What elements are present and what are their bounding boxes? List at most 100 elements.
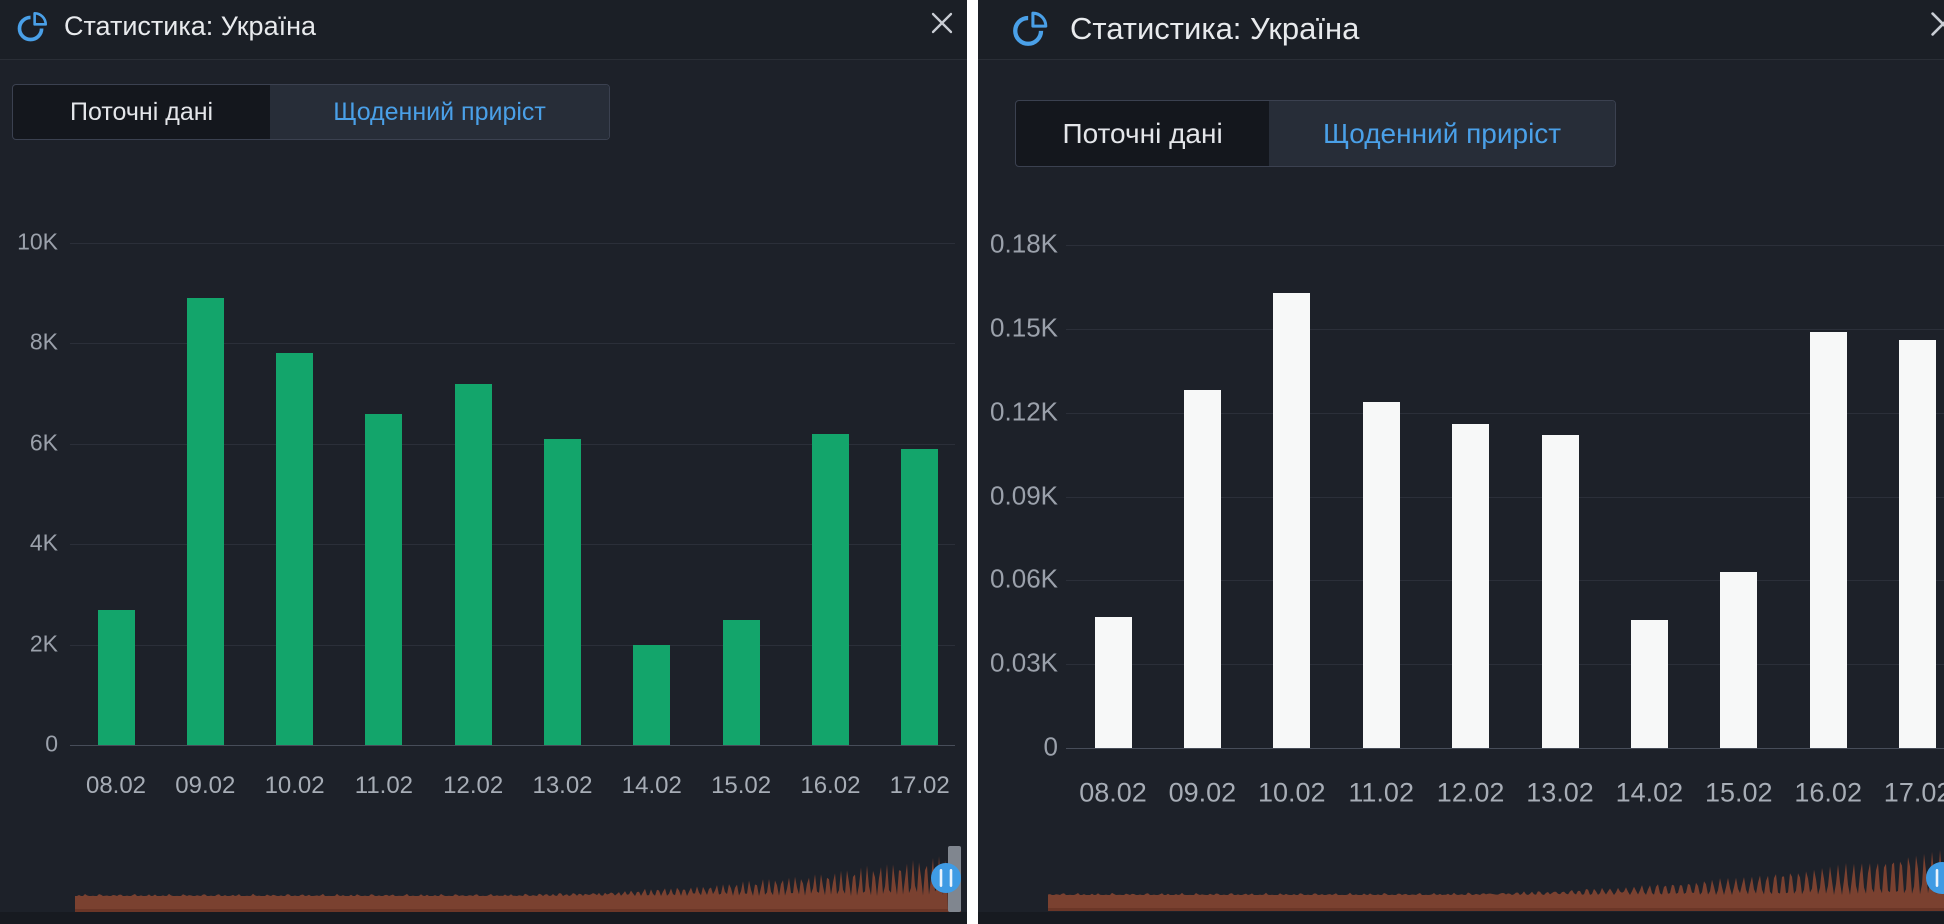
bar[interactable]: [1362, 401, 1400, 748]
x-axis-label: 08.02: [85, 772, 147, 799]
gridline: [1066, 664, 1944, 666]
y-axis-label: 0.15K: [990, 312, 1058, 343]
x-axis-label: 14.02: [1615, 777, 1684, 808]
y-axis-label: 0: [1043, 731, 1058, 762]
tab-daily-growth[interactable]: Щоденний приріст: [1269, 101, 1615, 166]
pie-chart-icon: [17, 12, 47, 42]
gridline: [70, 644, 955, 646]
bar[interactable]: [1452, 423, 1490, 748]
dialog-header: [0, 0, 967, 59]
statistics-dialog-right: Статистика: Україна Поточні дані Щоденни…: [978, 0, 1944, 924]
bar[interactable]: [1630, 619, 1668, 748]
scrubber-handle-grip: [939, 869, 943, 887]
tab-label: Щоденний приріст: [333, 97, 546, 126]
timeline-scrubber: [1048, 849, 1944, 911]
gridline: [70, 443, 955, 445]
daily-growth-bar-chart: 0 2K 4K 6K 8K 10K 08.02 09.02 10.02 11.02 12.02 13.…: [0, 0, 967, 924]
bar[interactable]: [1094, 616, 1132, 748]
x-axis-label: 11.02: [354, 772, 414, 799]
y-axis-label: 0.09K: [990, 479, 1058, 510]
x-axis-label: 13.02: [1526, 777, 1594, 808]
pie-chart-icon: [1013, 11, 1048, 46]
y-axis-label: 0.06K: [990, 563, 1058, 594]
daily-growth-bar-chart: 0 0.03K 0.06K 0.09K 0.12K 0.15K 0.18K 08.02 09.0…: [978, 0, 1944, 924]
y-axis-label: 6K: [29, 429, 58, 456]
timeline-baseline: [1048, 908, 1944, 911]
y-axis-label: 10K: [17, 228, 58, 255]
bar[interactable]: [901, 448, 939, 745]
dialog-title: Статистика: Україна: [64, 11, 317, 41]
scrubber-handle[interactable]: [1926, 862, 1944, 894]
statistics-dialog-left: Статистика: Україна Поточні дані Щоденни…: [0, 0, 967, 924]
x-axis-label: 10.02: [1258, 777, 1326, 808]
bar[interactable]: [186, 298, 224, 745]
y-axis-label: 0: [45, 730, 58, 757]
x-axis-label: 09.02: [1168, 777, 1237, 808]
bar[interactable]: [1720, 572, 1758, 748]
close-icon[interactable]: [1928, 9, 1944, 39]
y-axis-label: 0.18K: [990, 228, 1058, 259]
gridline: [1066, 580, 1944, 582]
bar[interactable]: [544, 438, 581, 745]
x-axis-label: 17.02: [1883, 777, 1944, 808]
tab-label: Поточні дані: [1062, 117, 1223, 149]
dialog-header: [978, 0, 1944, 59]
x-axis-label: 17.02: [889, 772, 950, 799]
x-axis-label: 15.02: [711, 772, 772, 799]
x-axis-line: [70, 745, 955, 746]
x-axis-label: 10.02: [264, 772, 325, 799]
bar[interactable]: [811, 433, 849, 745]
gridline: [1066, 412, 1944, 414]
gridline: [1066, 328, 1944, 330]
x-axis-label: 15.02: [1705, 777, 1773, 808]
bar[interactable]: [454, 383, 492, 745]
bar[interactable]: [1541, 435, 1579, 748]
bar[interactable]: [1183, 390, 1221, 748]
gridline: [1066, 496, 1944, 498]
timeline-area: [1048, 849, 1944, 910]
bottom-strip: [978, 912, 1944, 924]
timeline-baseline: [75, 909, 961, 912]
y-axis-label: 8K: [29, 328, 58, 355]
x-axis-label: 12.02: [443, 772, 504, 799]
tab-label: Щоденний приріст: [1323, 117, 1562, 149]
header-divider: [0, 59, 967, 60]
gridline: [1066, 245, 1944, 247]
scrubber-handle[interactable]: [931, 863, 961, 893]
tab-bar: Поточні дані Щоденний приріст: [12, 84, 610, 140]
timeline-area: [75, 856, 948, 911]
bar[interactable]: [722, 619, 760, 745]
x-axis-label: 09.02: [175, 772, 236, 799]
timeline-scrubber: [75, 846, 961, 912]
gridline: [70, 243, 955, 244]
x-axis-label: 11.02: [1348, 777, 1414, 808]
tab-daily-growth[interactable]: Щоденний приріст: [270, 85, 609, 139]
gridline: [70, 343, 955, 345]
bottom-strip: [0, 912, 967, 924]
bar[interactable]: [1809, 331, 1847, 748]
x-axis-label: 12.02: [1436, 777, 1505, 808]
scrubber-handle-grip: [949, 869, 953, 887]
x-axis-label: 14.02: [621, 772, 682, 799]
x-axis-label: 08.02: [1079, 777, 1147, 808]
bar[interactable]: [1273, 292, 1311, 748]
y-axis-label: 4K: [29, 529, 58, 556]
bar[interactable]: [633, 644, 671, 745]
bar[interactable]: [1899, 340, 1937, 748]
x-axis-label: 16.02: [800, 772, 861, 799]
close-icon[interactable]: [929, 10, 955, 36]
scrubber-handle-grip: [1935, 869, 1939, 887]
header-divider: [978, 59, 1944, 60]
tab-current-data[interactable]: Поточні дані: [1016, 101, 1269, 166]
bar[interactable]: [365, 413, 403, 745]
bar[interactable]: [276, 353, 314, 745]
gridline: [70, 544, 955, 546]
y-axis-label: 0.12K: [990, 395, 1058, 426]
bar[interactable]: [97, 609, 135, 745]
tab-current-data[interactable]: Поточні дані: [13, 85, 270, 139]
y-axis-label: 2K: [29, 630, 58, 657]
tab-bar: Поточні дані Щоденний приріст: [1015, 100, 1616, 167]
x-axis-line: [1066, 748, 1944, 749]
dialog-title: Статистика: Україна: [1070, 11, 1360, 46]
y-axis-label: 0.03K: [990, 647, 1058, 678]
